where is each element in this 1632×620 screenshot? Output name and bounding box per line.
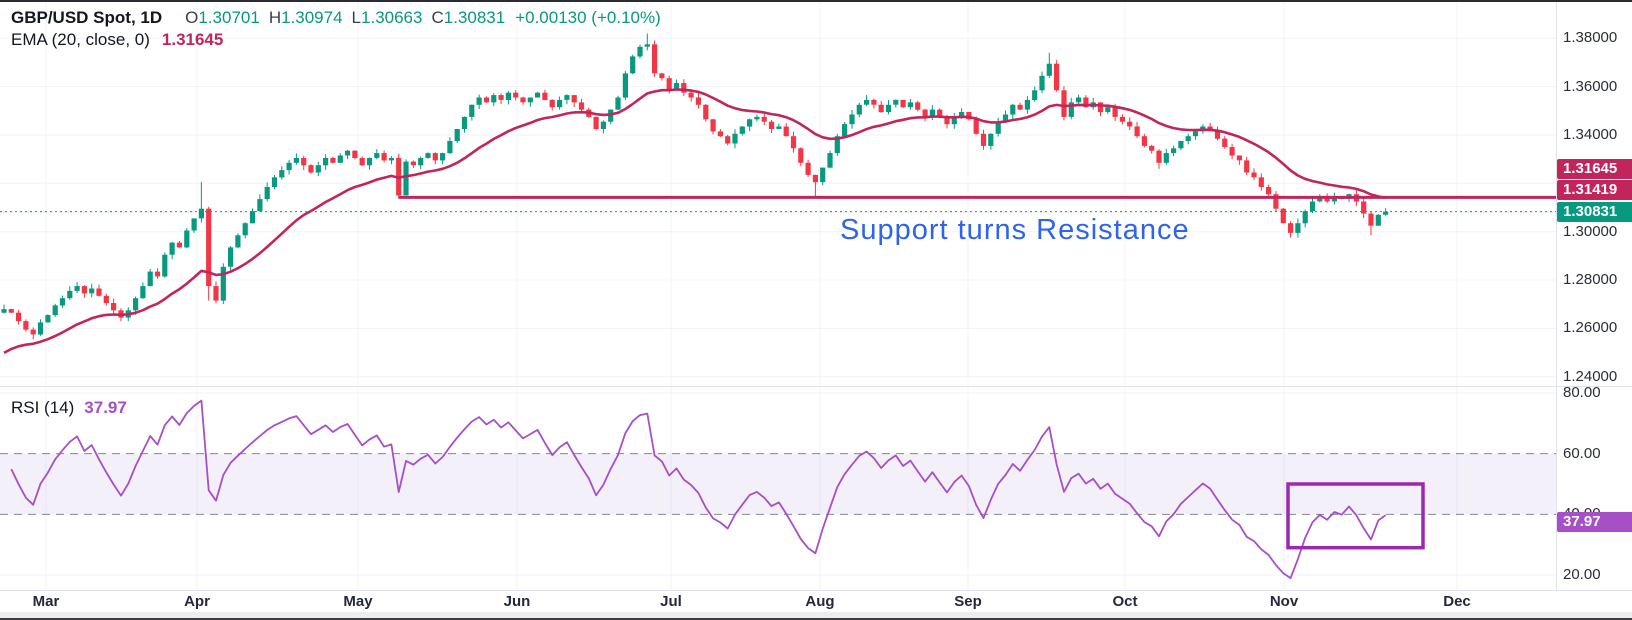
last-price-badge: 1.30831 [1557, 202, 1632, 222]
gridlines [0, 2, 1557, 590]
ohlc-values: O1.30701 H1.30974 L1.30663 C1.30831 [176, 8, 505, 27]
ohlc-value: 1.30831 [443, 8, 506, 27]
rsi-value: 37.97 [84, 398, 127, 417]
ema-price-badge: 1.31645 [1557, 159, 1632, 179]
legend-line-symbol: GBP/USD Spot, 1D O1.30701 H1.30974 L1.30663… [11, 7, 661, 29]
month-tick-label: Mar [32, 593, 60, 610]
level-price-badge: 1.31419 [1557, 180, 1632, 200]
rsi-value-badge: 37.97 [1557, 512, 1632, 532]
price-tick-label: 1.36000 [1563, 77, 1618, 95]
month-tick-label: Nov [1269, 593, 1299, 610]
month-tick-label: May [343, 593, 373, 610]
price-tick-label: 1.34000 [1563, 126, 1618, 143]
window-top-edge [0, 0, 1632, 2]
price-tick-label: 1.24000 [1563, 367, 1618, 385]
ema-indicator-label[interactable]: EMA (20, close, 0) [11, 30, 150, 49]
ohlc-prefix: L [351, 8, 362, 27]
month-tick-label: Dec [1443, 593, 1471, 610]
legend-line-ema: EMA (20, close, 0) 1.31645 [11, 29, 661, 51]
price-tick-label: 1.28000 [1563, 271, 1618, 289]
rsi-tick-label: 20.00 [1563, 565, 1601, 583]
rsi-tick-label: 80.00 [1563, 384, 1601, 401]
support-resistance-annotation[interactable]: Support turns Resistance [840, 214, 1190, 246]
month-tick-label: Sep [954, 593, 982, 610]
chart-legend: GBP/USD Spot, 1D O1.30701 H1.30974 L1.30663… [11, 7, 661, 51]
month-tick-label: Jun [503, 593, 531, 610]
ohlc-value: 1.30701 [198, 8, 260, 27]
price-tick-label: 1.30000 [1563, 222, 1618, 240]
price-tick-label: 1.26000 [1563, 319, 1618, 337]
ohlc-prefix: C [431, 8, 444, 27]
month-tick-label: Aug [805, 593, 835, 610]
window-bottom-edge [0, 618, 1632, 620]
rsi-indicator-label[interactable]: RSI (14) [11, 398, 75, 417]
ema-line [3, 88, 1386, 354]
price-tick-label: 1.38000 [1563, 29, 1618, 47]
candlesticks [1, 33, 1389, 340]
change-value: +0.00130 (+0.10%) [515, 8, 661, 27]
month-tick-label: Jul [660, 593, 682, 610]
ema-value: 1.31645 [161, 30, 224, 49]
ohlc-value: 1.30663 [361, 8, 423, 27]
month-tick-label: Oct [1112, 593, 1138, 610]
rsi-tick-label: 60.00 [1563, 444, 1601, 462]
rsi-highlight-rectangle[interactable] [1286, 482, 1425, 550]
ohlc-value: 1.30974 [281, 8, 343, 27]
bottom-strip [0, 612, 1632, 618]
symbol-title[interactable]: GBP/USD Spot, 1D [11, 8, 163, 27]
month-tick-label: Apr [184, 593, 210, 610]
ohlc-prefix: H [268, 8, 282, 27]
rsi-legend: RSI (14) 37.97 [11, 398, 127, 418]
ohlc-prefix: O [185, 8, 199, 27]
rsi-line [10, 399, 1387, 579]
